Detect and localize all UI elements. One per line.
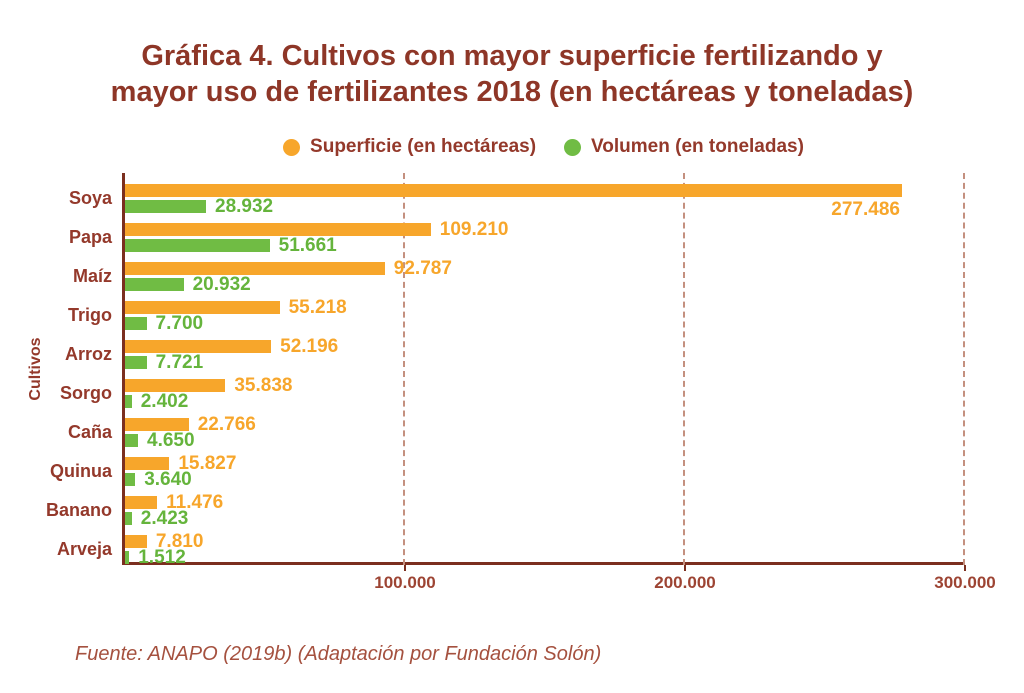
superficie-value-label: 7.810 [155,531,204,552]
category-label: Soya [68,188,112,208]
chart-title: Gráfica 4. Cultivos con mayor superficie… [0,38,1024,110]
bar-row-banano: Banano 11.476 2.423 [46,492,965,529]
bar-row-arveja: Arveja 7.810 1.512 [57,531,965,568]
superficie-value-label: 92.787 [393,258,452,279]
superficie-bar [125,301,280,314]
superficie-bar [125,496,158,509]
gridline-100.000 [403,173,405,565]
superficie-value-label: 55.218 [288,297,347,318]
x-tick-mark [964,565,966,571]
category-label: Papa [68,227,112,247]
bar-row-caña: Caña 22.766 4.650 [68,414,965,451]
category-label: Arroz [64,344,112,364]
chart-title-line2: mayor uso de fertilizantes 2018 (en hect… [110,76,914,108]
bar-row-trigo: Trigo 55.218 7.700 [68,297,965,334]
superficie-bar [125,223,431,236]
bar-row-arroz: Arroz 52.196 7.721 [65,336,965,373]
volumen-bar [125,434,139,447]
x-axis-line [122,562,965,565]
bar-row-sorgo: Sorgo 35.838 2.402 [60,375,965,412]
volumen-value-label: 4.650 [147,430,195,451]
category-label: Arveja [56,539,112,559]
volumen-value-label: 7.700 [155,313,204,334]
superficie-bar [125,340,272,353]
bar-row-maíz: Maíz 92.787 20.932 [73,258,965,295]
bar-row-quinua: Quinua 15.827 3.640 [50,453,965,490]
category-label: Trigo [68,305,112,325]
chart-title-line1: Gráfica 4. Cultivos con mayor superficie… [141,40,883,72]
volumen-bar [125,239,270,252]
legend-item-volumen: Volumen (en toneladas) [564,136,804,158]
superficie-bar [125,535,147,548]
volumen-bar [125,278,184,291]
superficie-value-label: 52.196 [280,336,339,357]
volumen-bar [125,356,147,369]
volumen-value-label: 28.932 [215,196,274,217]
volumen-bar [125,551,130,564]
volumen-dot-icon [564,138,582,156]
x-tick-mark [684,565,686,571]
gridline-300.000 [963,173,965,565]
legend-label-superficie: Superficie (en hectáreas) [310,136,537,157]
x-tick-mark [404,565,406,571]
volumen-value-label: 2.423 [140,508,189,529]
superficie-bar [125,184,902,197]
superficie-bar [125,457,170,470]
volumen-bar [125,317,147,330]
volumen-value-label: 7.721 [155,352,204,373]
volumen-bar [125,473,136,486]
category-label: Sorgo [60,383,112,403]
legend: Superficie (en hectáreas) Volumen (en to… [122,136,965,158]
x-tick-label: 200.000 [654,573,716,592]
plot-area: 100.000 200.000 300.000 Soya 277.486 28.932 Pa… [46,173,996,592]
legend-item-superficie: Superficie (en hectáreas) [283,136,536,158]
superficie-bar [125,262,385,275]
volumen-bar [125,395,132,408]
category-label: Caña [67,422,112,442]
volumen-value-label: 2.402 [140,391,189,412]
gridline-200.000 [683,173,685,565]
superficie-value-label: 277.486 [831,199,900,220]
volumen-value-label: 51.661 [278,235,337,256]
category-label: Quinua [50,461,112,481]
legend-label-volumen: Volumen (en toneladas) [591,136,804,157]
superficie-value-label: 11.476 [166,492,224,513]
volumen-value-label: 1.512 [138,547,186,568]
superficie-bar [125,418,189,431]
superficie-value-label: 15.827 [178,453,237,474]
superficie-value-label: 22.766 [197,414,256,435]
category-label: Banano [45,500,112,520]
superficie-value-label: 35.838 [234,375,293,396]
volumen-value-label: 3.640 [144,469,192,490]
x-tick-label: 100.000 [374,573,436,592]
source-note: Fuente: ANAPO (2019b) (Adaptación por Fu… [75,643,602,665]
category-label: Maíz [72,266,112,286]
x-tick-label: 300.000 [934,573,996,592]
y-axis-line [122,173,125,565]
volumen-value-label: 20.932 [192,274,251,295]
volumen-bar [125,512,132,525]
superficie-dot-icon [283,138,301,156]
volumen-bar [125,200,206,213]
bar-row-papa: Papa 109.210 51.661 [69,219,965,256]
superficie-value-label: 109.210 [439,219,509,240]
superficie-bar [125,379,226,392]
bar-row-soya: Soya 277.486 28.932 [69,184,965,219]
